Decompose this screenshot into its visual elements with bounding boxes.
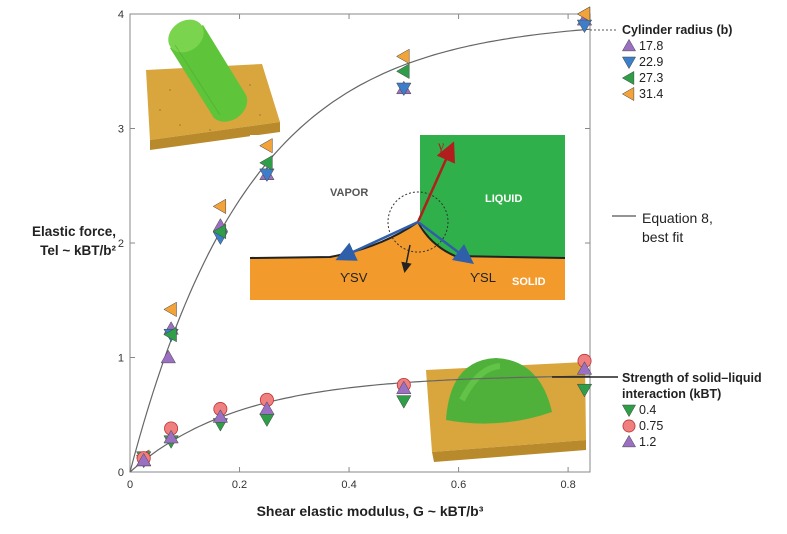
data-point-cylinder-2-3 [259,155,273,171]
tick-labels: 0 0.2 0.4 0.6 0.8 0 1 2 3 4 [118,9,576,491]
legend-cylinder-entry-label: 31.4 [639,87,664,101]
data-points [135,6,593,469]
legend-cylinder-swatch [622,87,635,101]
legend-droplet-entry-label: 0.75 [639,419,664,433]
legend-cylinder-entry-label: 22.9 [639,55,664,69]
y-tick-label: 3 [118,124,124,136]
legend-cylinder-swatch [622,56,636,69]
legend-cylinder-entry: 17.8 [622,38,732,54]
x-tick-label: 0.6 [451,479,466,491]
gamma-sv-arrow [335,220,419,261]
y-tick-label: 4 [118,9,124,21]
legend-droplet-swatch [622,435,636,448]
fit-curves [129,28,591,473]
y-axis-label: Elastic force, Tel ~ kBT/b² [4,222,116,260]
data-point-cylinder-0-1 [160,349,176,364]
legend-cylinder-swatch [622,71,635,85]
legend-cylinder-marker-1 [622,56,636,69]
fit-curve-1 [129,375,591,473]
legend-droplet-entry-label: 0.4 [639,403,657,417]
legend-cylinder-entry: 27.3 [622,70,732,86]
legend-droplet-marker-2 [622,435,636,448]
gamma-label: γ [437,139,444,154]
legend-droplet-entry: 0.4 [622,402,762,418]
legend-cylinder-entry-label: 17.8 [639,39,664,53]
y-tick-label: 2 [118,238,124,250]
cylinder-illustration [146,19,280,150]
legend-droplet-marker-1 [622,419,636,433]
axis-ticks [129,13,590,473]
data-point-cylinder-3-5 [576,6,591,22]
data-point-droplet-4-3 [259,413,275,428]
data-point-droplet-4-4 [396,395,412,409]
x-tick-label: 0.2 [232,479,247,491]
legend-cylinder-marker-2 [622,71,635,85]
data-point-droplet-6-1 [163,429,179,444]
data-point-cylinder-3-3 [259,138,273,154]
legend-droplet-title-line1: Strength of solid–liquid [622,371,762,385]
legend-droplet-entry-label: 1.2 [639,435,657,449]
vapor-label: VAPOR [330,187,368,199]
gamma-sl-arrow [417,221,474,264]
x-tick-label: 0.8 [560,479,575,491]
legend-droplet: Strength of solid–liquid interaction (kB… [622,370,762,450]
data-point-droplet-6-3 [259,401,275,415]
gamma-sv-label: ϒSV [340,270,368,285]
x-tick-label: 0 [127,479,133,491]
legend-droplet-marker-0 [622,404,636,417]
legend-cylinder-entry: 31.4 [622,86,732,102]
data-point-cylinder-3-2 [212,198,227,215]
x-axis-label: Shear elastic modulus, G ~ kBT/b³ [256,503,484,519]
data-point-cylinder-3-4 [396,48,410,65]
solid-label: SOLID [512,276,546,288]
legend-cylinder-entry: 22.9 [622,54,732,70]
data-point-droplet-6-4 [396,380,412,395]
legend-cylinder-entry-label: 27.3 [639,71,664,85]
y-axis-label-line2: Tel ~ kBT/b² [40,243,116,258]
y-axis-label-line1: Elastic force, [31,224,116,239]
legend-droplet-swatch [622,404,636,417]
legend-cylinder-swatch [622,39,636,52]
data-point-cylinder-2-1 [163,326,177,343]
data-point-droplet-4-5 [576,383,593,398]
liquid-region [420,135,565,258]
legend-cylinder: Cylinder radius (b) 17.8 22.9 27.3 31.4 [622,22,732,102]
legend-cylinder-title: Cylinder radius (b) [622,23,733,37]
droplet-illustration [426,358,586,462]
legend-cylinder-marker-0 [622,39,636,52]
fit-curve-0 [129,28,591,473]
legend-droplet-entry: 1.2 [622,434,762,450]
data-point-cylinder-3-1 [163,301,177,318]
data-point-cylinder-1-4 [396,82,412,97]
x-tick-label: 0.4 [341,479,356,491]
y-tick-label: 0 [118,467,124,479]
data-point-cylinder-2-4 [396,63,410,79]
contact-line-inset: VAPOR LIQUID SOLID γ ϒSV ϒSL [249,135,566,300]
legend-cylinder-marker-3 [622,87,635,101]
gamma-arrow [416,141,456,223]
data-point-droplet-6-5 [576,361,593,375]
legend-droplet-swatch [622,419,636,433]
legend-droplet-entry: 0.75 [622,418,762,434]
fit-legend: Equation 8, best fit [642,209,713,247]
gamma-sl-label: ϒSL [470,270,496,285]
fit-legend-line2: best fit [642,229,684,245]
liquid-label: LIQUID [485,193,522,205]
data-point-droplet-6-2 [212,409,229,423]
legend-droplet-title-line2: interaction (kBT) [622,387,722,401]
data-point-cylinder-1-3 [259,168,275,183]
data-point-cylinder-2-2 [212,223,227,240]
data-point-droplet-6-0 [136,452,152,467]
normal-force-arrow [401,244,412,273]
fit-legend-line1: Equation 8, [642,210,713,226]
y-tick-label: 1 [118,353,124,365]
data-point-cylinder-1-5 [576,19,593,34]
